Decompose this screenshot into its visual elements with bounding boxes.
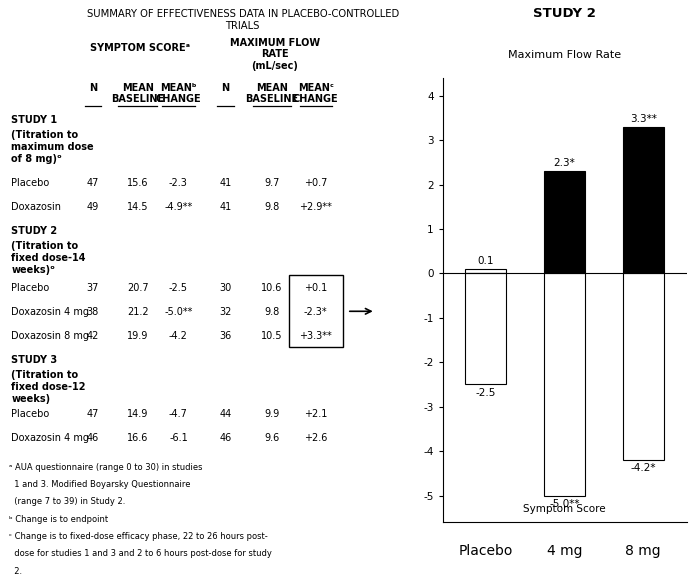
Text: 9.8: 9.8 <box>264 307 279 317</box>
Text: 47: 47 <box>86 178 99 188</box>
Text: 42: 42 <box>86 331 99 341</box>
Text: 1 and 3. Modified Boyarsky Questionnaire: 1 and 3. Modified Boyarsky Questionnaire <box>9 480 190 489</box>
Text: N: N <box>222 83 229 93</box>
Text: Placebo: Placebo <box>11 409 49 418</box>
Text: 46: 46 <box>86 433 99 443</box>
Bar <box>466 269 506 273</box>
Text: 9.7: 9.7 <box>264 178 279 188</box>
Text: 0.1: 0.1 <box>477 256 494 266</box>
Text: 9.8: 9.8 <box>264 202 279 212</box>
Text: ᶜ Change is to fixed-dose efficacy phase, 22 to 26 hours post-: ᶜ Change is to fixed-dose efficacy phase… <box>9 532 268 541</box>
Text: Placebo: Placebo <box>11 178 49 188</box>
Text: 30: 30 <box>220 283 231 293</box>
Text: STUDY 2: STUDY 2 <box>533 7 596 20</box>
Text: 10.6: 10.6 <box>261 283 282 293</box>
Text: TRIALS: TRIALS <box>226 21 260 31</box>
Text: 14.5: 14.5 <box>127 202 148 212</box>
Text: 47: 47 <box>86 409 99 418</box>
Text: -2.5: -2.5 <box>475 388 496 398</box>
Text: ᵇ Change is to endpoint: ᵇ Change is to endpoint <box>9 515 108 524</box>
Text: -4.2: -4.2 <box>169 331 188 341</box>
Text: -6.1: -6.1 <box>169 433 187 443</box>
Text: 14.9: 14.9 <box>127 409 148 418</box>
Text: 20.7: 20.7 <box>127 283 148 293</box>
Text: 41: 41 <box>220 178 231 188</box>
Text: -4.9**: -4.9** <box>164 202 192 212</box>
Text: (range 7 to 39) in Study 2.: (range 7 to 39) in Study 2. <box>9 497 125 507</box>
Text: Doxazosin 4 mg: Doxazosin 4 mg <box>11 433 89 443</box>
Text: 46: 46 <box>220 433 231 443</box>
Text: ᵃ AUA questionnaire (range 0 to 30) in studies: ᵃ AUA questionnaire (range 0 to 30) in s… <box>9 463 203 472</box>
Text: +2.9**: +2.9** <box>299 202 332 212</box>
Text: 15.6: 15.6 <box>127 178 148 188</box>
Text: MEANᶜ
CHANGE: MEANᶜ CHANGE <box>293 83 339 104</box>
Bar <box>544 273 585 496</box>
Text: +0.1: +0.1 <box>304 283 327 293</box>
Text: 44: 44 <box>220 409 231 418</box>
Text: MEANᵇ
CHANGE: MEANᵇ CHANGE <box>155 83 201 104</box>
Text: MAXIMUM FLOW
RATE
(mL/sec): MAXIMUM FLOW RATE (mL/sec) <box>230 38 320 71</box>
Text: Placebo: Placebo <box>11 283 49 293</box>
Text: N: N <box>89 83 97 93</box>
Bar <box>466 273 506 384</box>
Text: 9.9: 9.9 <box>264 409 279 418</box>
Text: -2.5: -2.5 <box>169 283 188 293</box>
Text: MEAN
BASELINE: MEAN BASELINE <box>111 83 164 104</box>
Text: 16.6: 16.6 <box>127 433 148 443</box>
Text: Doxazosin 8 mg: Doxazosin 8 mg <box>11 331 89 341</box>
Text: 9.6: 9.6 <box>264 433 279 443</box>
Text: -5.0**: -5.0** <box>549 499 580 509</box>
Text: +2.6: +2.6 <box>304 433 328 443</box>
Text: Symptom Score: Symptom Score <box>523 504 606 514</box>
Text: (Titration to
fixed dose-12
weeks): (Titration to fixed dose-12 weeks) <box>11 370 86 404</box>
Text: Doxazosin: Doxazosin <box>11 202 61 212</box>
Bar <box>623 127 664 273</box>
Text: dose for studies 1 and 3 and 2 to 6 hours post-dose for study: dose for studies 1 and 3 and 2 to 6 hour… <box>9 549 272 559</box>
Text: +2.1: +2.1 <box>304 409 328 418</box>
Text: -4.2*: -4.2* <box>631 463 656 473</box>
Text: 36: 36 <box>220 331 231 341</box>
Bar <box>289 275 344 347</box>
Text: 49: 49 <box>86 202 99 212</box>
Text: 10.5: 10.5 <box>261 331 282 341</box>
Text: 21.2: 21.2 <box>127 307 148 317</box>
Text: 3.3**: 3.3** <box>630 114 657 123</box>
Text: -5.0**: -5.0** <box>164 307 192 317</box>
Text: (Titration to
maximum dose
of 8 mg)ᵒ: (Titration to maximum dose of 8 mg)ᵒ <box>11 130 94 164</box>
Text: STUDY 3: STUDY 3 <box>11 355 57 365</box>
Bar <box>544 171 585 273</box>
Text: 2.: 2. <box>9 567 22 576</box>
Text: -2.3*: -2.3* <box>304 307 328 317</box>
Text: MEAN
BASELINE: MEAN BASELINE <box>245 83 298 104</box>
Text: SYMPTOM SCOREᵃ: SYMPTOM SCOREᵃ <box>90 43 190 53</box>
Text: 32: 32 <box>220 307 232 317</box>
Text: STUDY 2: STUDY 2 <box>11 226 57 236</box>
Text: SUMMARY OF EFFECTIVENESS DATA IN PLACEBO-CONTROLLED: SUMMARY OF EFFECTIVENESS DATA IN PLACEBO… <box>86 9 399 18</box>
Text: (Titration to
fixed dose-14
weeks)ᵒ: (Titration to fixed dose-14 weeks)ᵒ <box>11 241 86 275</box>
Text: STUDY 1: STUDY 1 <box>11 115 57 125</box>
Text: -4.7: -4.7 <box>169 409 188 418</box>
Text: 38: 38 <box>86 307 99 317</box>
Text: 2.3*: 2.3* <box>553 158 576 168</box>
Text: +0.7: +0.7 <box>304 178 328 188</box>
Text: Maximum Flow Rate: Maximum Flow Rate <box>508 50 621 60</box>
Text: Doxazosin 4 mg: Doxazosin 4 mg <box>11 307 89 317</box>
Text: 37: 37 <box>86 283 99 293</box>
Text: +3.3**: +3.3** <box>299 331 332 341</box>
Text: -2.3: -2.3 <box>169 178 188 188</box>
Bar <box>623 273 664 460</box>
Text: 41: 41 <box>220 202 231 212</box>
Text: 19.9: 19.9 <box>127 331 148 341</box>
